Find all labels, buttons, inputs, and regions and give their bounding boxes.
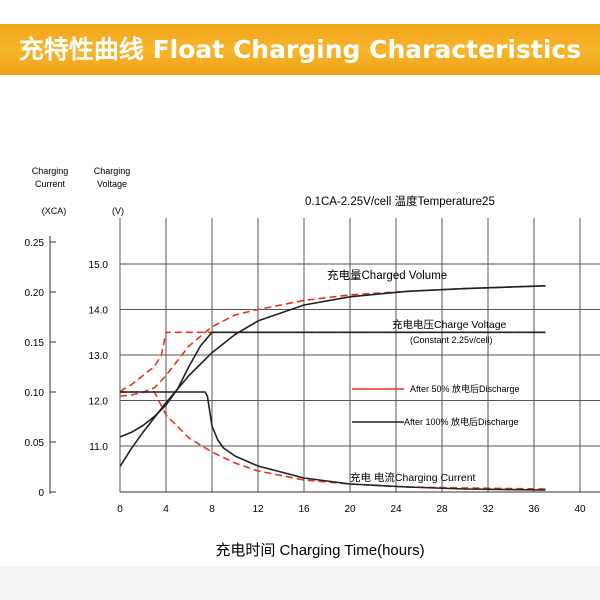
title-banner: 充特性曲线 Float Charging Characteristics — [0, 0, 600, 100]
x-tick-label: 16 — [298, 504, 310, 515]
x-tick-label: 4 — [163, 504, 169, 515]
current-tick-label: 0.25 — [25, 238, 45, 249]
series-charged-volume-after-100 — [119, 285, 546, 467]
condition-label: 0.1CA-2.25V/cell 温度Temperature25 — [305, 194, 495, 208]
charge-voltage-label: 充电电压Charge Voltage — [392, 318, 507, 331]
x-axis-label: 充电时间 Charging Time(hours) — [215, 542, 424, 559]
voltage-tick-label: 14.0 — [89, 306, 109, 317]
current-axis-unit: (XCA) — [42, 206, 67, 216]
current-axis-title-line1: Charging — [32, 166, 69, 176]
voltage-axis-title-line2: Voltage — [97, 179, 127, 189]
bottom-bar — [0, 566, 600, 600]
charging-current-label: 充电 电流Charging Current — [350, 471, 476, 484]
current-tick-label: 0.10 — [25, 388, 45, 399]
x-tick-label: 8 — [209, 504, 215, 515]
charged-volume-label: 充电量Charged Volume — [327, 268, 447, 282]
voltage-tick-label: 11.0 — [89, 442, 108, 453]
grid-layer — [119, 218, 600, 493]
x-tick-label: 20 — [344, 504, 356, 515]
voltage-axis-title-line1: Charging — [94, 166, 131, 176]
voltage-tick-label: 13.0 — [89, 351, 109, 362]
current-tick-label: 0.15 — [25, 338, 45, 349]
voltage-tick-label: 12.0 — [89, 397, 109, 408]
series-charging-current-after-100 — [120, 391, 546, 491]
x-tick-label: 24 — [390, 504, 402, 515]
chart-title: 充特性曲线 Float Charging Characteristics — [18, 35, 582, 64]
current-tick-label: 0 — [38, 488, 44, 499]
legend-label-after-50: After 50% 放电后Discharge — [410, 383, 520, 394]
x-tick-label: 36 — [528, 504, 540, 515]
x-tick-label: 40 — [574, 504, 586, 515]
x-tick-label: 0 — [117, 504, 123, 515]
voltage-tick-label: 15.0 — [89, 260, 109, 271]
series-layer — [119, 285, 546, 491]
x-tick-label: 12 — [252, 504, 264, 515]
voltage-axis-unit: (V) — [112, 206, 124, 216]
legend-label-after-100: After 100% 放电后Discharge — [404, 416, 519, 427]
current-axis-title-line2: Current — [35, 179, 66, 189]
series-charging-current-after-50 — [120, 391, 546, 490]
constant-voltage-label: (Constant 2.25v/cell) — [410, 335, 493, 345]
series-charge-voltage-after-50 — [119, 331, 546, 393]
tick-layer: 0 4 8 12 16 20 24 28 32 36 40 11.0 12.0 13.0 14.0 15.0 0… — [25, 238, 586, 515]
current-tick-label: 0.05 — [25, 438, 45, 449]
series-charge-voltage-after-100 — [119, 331, 546, 438]
x-tick-label: 28 — [436, 504, 448, 515]
x-tick-label: 32 — [482, 504, 494, 515]
current-tick-label: 0.20 — [25, 288, 45, 299]
